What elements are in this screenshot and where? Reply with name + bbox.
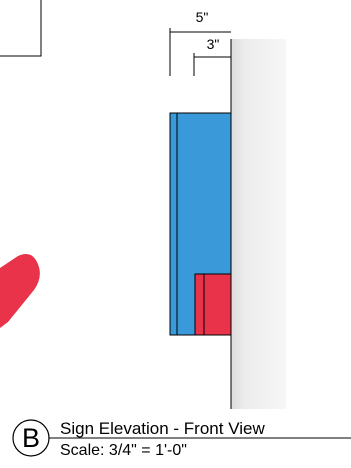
- inner-dimension-label: 3": [207, 36, 220, 52]
- outer-dimension-label: 5": [196, 9, 209, 25]
- sign-red-element: [194, 273, 232, 336]
- view-title: Sign Elevation - Front View: [60, 419, 265, 438]
- adjacent-red-shape: [0, 254, 40, 328]
- adjacent-frame-line: [0, 0, 42, 57]
- view-scale: Scale: 3/4" = 1'-0": [60, 442, 187, 459]
- mounting-wall: [231, 39, 286, 409]
- title-block: B Sign Elevation - Front View Scale: 3/4…: [12, 419, 351, 459]
- inner-dimension: 3": [193, 36, 231, 76]
- outer-dimension: 5": [169, 9, 231, 76]
- view-bubble-letter: B: [22, 423, 40, 453]
